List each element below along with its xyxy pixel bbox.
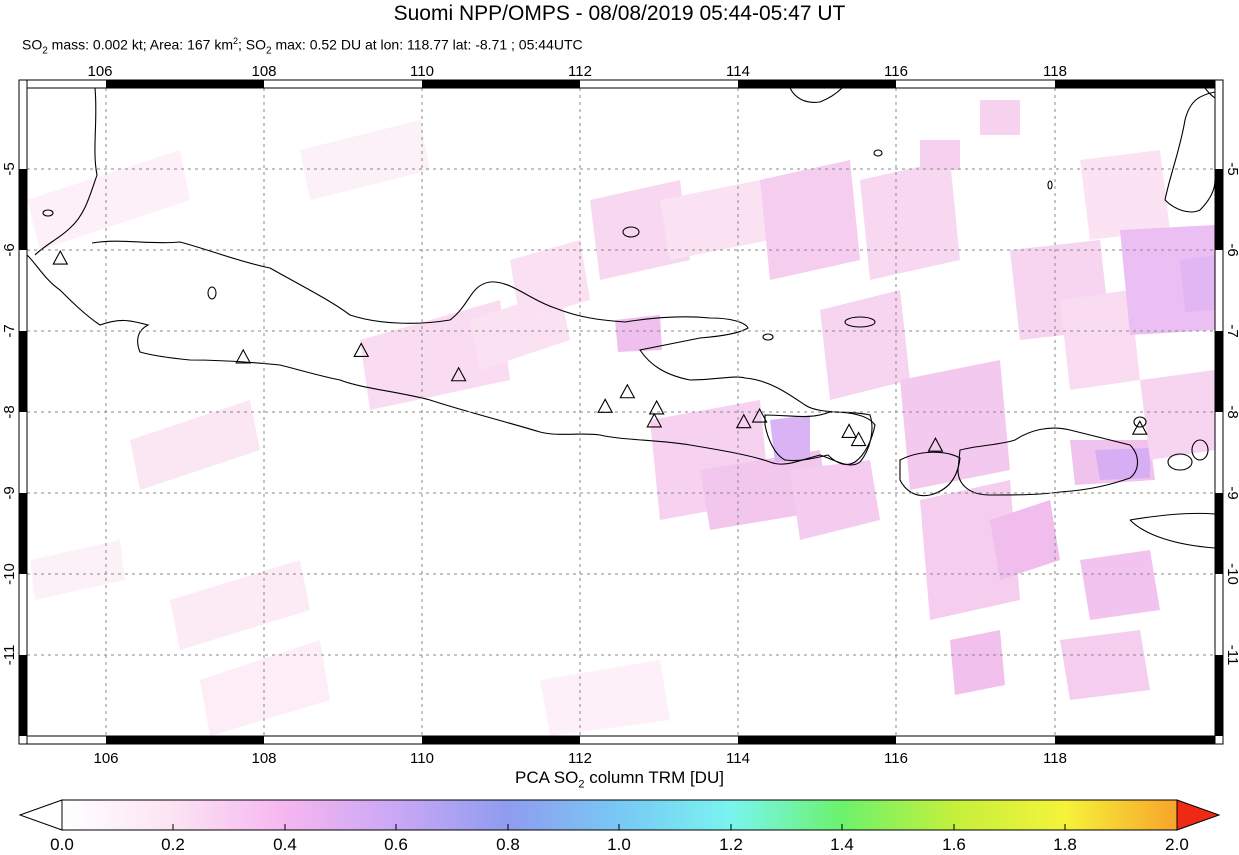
map-title: Suomi NPP/OMPS - 08/08/2019 05:44-05:47 …: [393, 2, 846, 25]
lat-label-left: -9: [1, 486, 18, 499]
lat-label-left: -8: [1, 405, 18, 418]
lon-label-bottom: 118: [1043, 750, 1067, 767]
lon-label-top: 110: [410, 63, 434, 80]
lat-label-left: -10: [1, 563, 18, 585]
colorbar-tick-label: 0.0: [50, 835, 74, 854]
volcano-marker: [735, 413, 752, 429]
colorbar-tick-label: 2.0: [1165, 835, 1189, 854]
volcano-marker: [927, 437, 944, 452]
coastlines: [27, 88, 1215, 549]
volcano-marker: [235, 348, 252, 364]
volcano-marker: [841, 423, 858, 438]
colorbar-tick-label: 1.0: [607, 835, 631, 854]
so2-pixel-field: [27, 100, 1215, 736]
volcano-marker: [52, 249, 69, 265]
lon-label-bottom: 114: [726, 750, 750, 767]
colorbar-tick-label: 1.2: [719, 835, 743, 854]
volcano-marker: [646, 412, 663, 428]
lat-label-right: -5: [1224, 162, 1239, 175]
lon-label-bottom: 116: [884, 750, 908, 767]
colorbar-title: PCA SO2 column TRM [DU]: [515, 768, 724, 791]
colorbar-tick-label: 1.8: [1053, 835, 1077, 854]
lat-label-left: -6: [1, 243, 18, 256]
lat-label-right: -7: [1224, 324, 1239, 337]
lat-label-right: -9: [1224, 486, 1239, 499]
volcano-marker: [450, 366, 467, 382]
graticule: [27, 88, 1215, 736]
volcano-markers: [52, 249, 1148, 452]
lon-label-top: 112: [568, 63, 592, 80]
lat-label-right: -8: [1224, 405, 1239, 418]
volcano-marker: [850, 431, 867, 447]
colorbar-ticks: [172, 824, 1066, 830]
lat-label-right: -11: [1224, 645, 1239, 666]
colorbar-tick-label: 0.8: [496, 835, 520, 854]
lat-label-left: -5: [1, 162, 18, 175]
volcano-marker: [751, 407, 768, 423]
lat-label-right: -6: [1224, 243, 1239, 256]
colorbar-tick-label: 0.4: [273, 835, 297, 854]
volcano-marker: [597, 398, 614, 413]
lon-label-bottom: 112: [568, 750, 592, 767]
lon-label-bottom: 110: [410, 750, 434, 767]
colorbar-under-arrow: [18, 799, 63, 831]
lat-label-left: -11: [1, 645, 18, 666]
colorbar-tick-label: 0.2: [161, 835, 185, 854]
colorbar-tick-label: 0.6: [384, 835, 408, 854]
lon-label-top: 118: [1043, 63, 1067, 80]
lon-labels-bottom: 106 108 110 112 114 116 118: [93, 750, 1066, 767]
volcano-marker: [1131, 420, 1148, 435]
map-frame: [18, 79, 1224, 745]
lon-label-bottom: 108: [251, 750, 276, 767]
lon-label-top: 114: [726, 63, 750, 80]
lat-label-right: -10: [1224, 563, 1239, 585]
map-subtitle: SO2 mass: 0.002 kt; Area: 167 km2; SO2 m…: [22, 36, 583, 57]
colorbar: [18, 799, 1221, 831]
lon-label-top: 106: [87, 63, 112, 80]
volcano-marker: [648, 399, 665, 415]
colorbar-over-arrow: [1176, 799, 1221, 831]
lon-label-top: 108: [251, 63, 276, 80]
lon-label-bottom: 106: [93, 750, 118, 767]
lat-labels-right: -5 -6 -7 -8 -9 -10 -11: [1224, 162, 1239, 665]
lon-label-top: 116: [884, 63, 908, 80]
volcano-marker: [619, 383, 636, 399]
colorbar-tick-label: 1.4: [830, 835, 854, 854]
lon-labels-top: 106 108 110 112 114 116 118: [87, 63, 1066, 80]
colorbar-tick-label: 1.6: [942, 835, 966, 854]
volcano-marker: [353, 342, 370, 357]
lat-label-left: -7: [1, 324, 18, 337]
lat-labels-left: -5 -6 -7 -8 -9 -10 -11: [1, 162, 18, 665]
